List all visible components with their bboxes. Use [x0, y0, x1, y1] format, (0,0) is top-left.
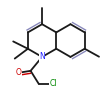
Text: Cl: Cl [50, 79, 57, 88]
Text: O: O [15, 68, 21, 77]
Text: N: N [39, 52, 45, 61]
